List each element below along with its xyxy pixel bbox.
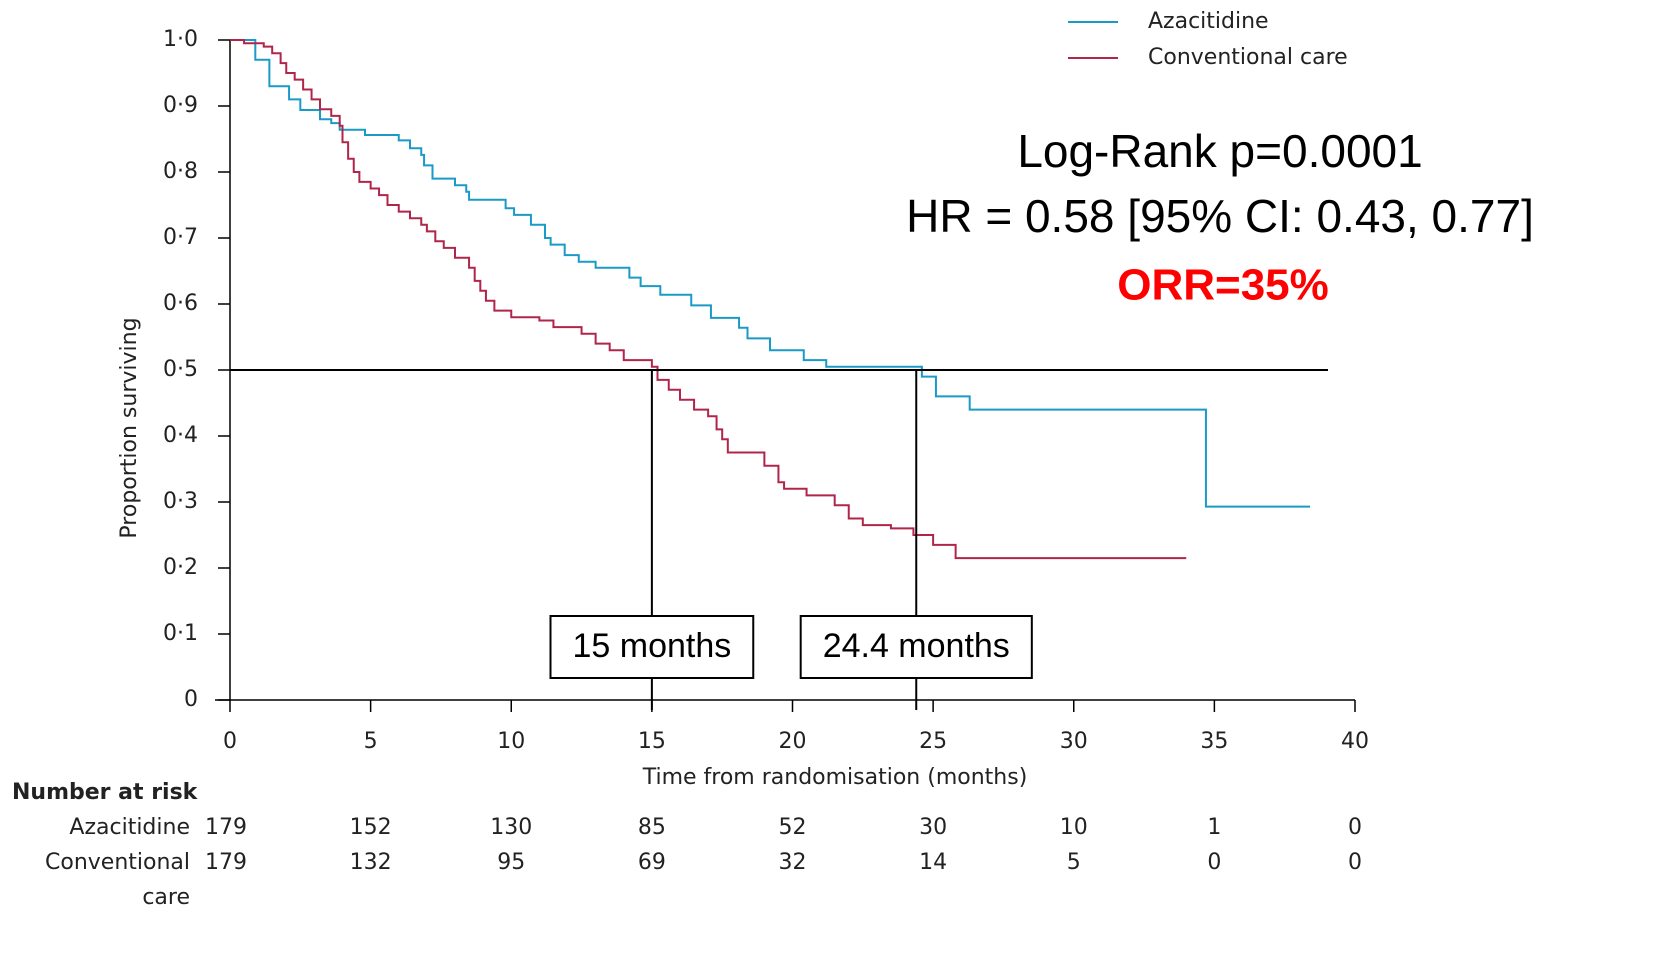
legend-label: Conventional care bbox=[1148, 45, 1348, 70]
y-tick-label: 0·6 bbox=[163, 291, 198, 316]
risk-value: 1 bbox=[1207, 815, 1221, 840]
risk-value: 0 bbox=[1348, 850, 1362, 875]
risk-value: 179 bbox=[205, 815, 247, 840]
y-axis-label: Proportion surviving bbox=[117, 317, 142, 538]
y-tick-label: 0·4 bbox=[163, 423, 198, 448]
median-box bbox=[799, 615, 1033, 679]
y-tick-label: 1·0 bbox=[163, 27, 198, 52]
y-tick-label: 0·3 bbox=[163, 489, 198, 514]
annotation: ORR=35% bbox=[1117, 261, 1329, 310]
median-label: 15 months bbox=[572, 627, 731, 665]
risk-table-title: Number at risk bbox=[12, 780, 199, 805]
x-tick-label: 20 bbox=[779, 729, 807, 754]
x-tick-label: 15 bbox=[638, 729, 666, 754]
risk-value: 95 bbox=[497, 850, 525, 875]
risk-row-label: Conventional bbox=[45, 850, 190, 875]
risk-value: 52 bbox=[779, 815, 807, 840]
risk-row-label: care bbox=[142, 885, 190, 910]
y-tick-label: 0·5 bbox=[163, 357, 198, 382]
y-tick-label: 0·1 bbox=[163, 621, 198, 646]
risk-value: 10 bbox=[1060, 815, 1088, 840]
x-axis-label: Time from randomisation (months) bbox=[642, 765, 1028, 790]
risk-value: 5 bbox=[1067, 850, 1081, 875]
risk-value: 152 bbox=[350, 815, 392, 840]
annotation: Log-Rank p=0.0001 bbox=[1017, 125, 1422, 177]
x-tick-label: 10 bbox=[497, 729, 525, 754]
y-tick-label: 0·9 bbox=[163, 93, 198, 118]
risk-value: 0 bbox=[1207, 850, 1221, 875]
survival-curve bbox=[230, 39, 1187, 560]
risk-value: 32 bbox=[779, 850, 807, 875]
y-tick-label: 0·2 bbox=[163, 555, 198, 580]
legend-label: Azacitidine bbox=[1148, 9, 1269, 34]
median-label: 24.4 months bbox=[823, 627, 1010, 665]
risk-row-label: Azacitidine bbox=[69, 815, 190, 840]
risk-value: 179 bbox=[205, 850, 247, 875]
survival-curve bbox=[230, 39, 1310, 508]
x-tick-label: 25 bbox=[919, 729, 947, 754]
risk-value: 130 bbox=[490, 815, 532, 840]
y-tick-label: 0·7 bbox=[163, 225, 198, 250]
median-box bbox=[549, 615, 755, 679]
risk-value: 30 bbox=[919, 815, 947, 840]
y-tick-label: 0 bbox=[184, 687, 198, 712]
risk-value: 85 bbox=[638, 815, 666, 840]
annotation: HR = 0.58 [95% CI: 0.43, 0.77] bbox=[906, 190, 1534, 242]
risk-value: 0 bbox=[1348, 815, 1362, 840]
risk-value: 14 bbox=[919, 850, 947, 875]
risk-value: 69 bbox=[638, 850, 666, 875]
x-tick-label: 5 bbox=[364, 729, 378, 754]
y-tick-label: 0·8 bbox=[163, 159, 198, 184]
x-tick-label: 35 bbox=[1200, 729, 1228, 754]
risk-value: 132 bbox=[350, 850, 392, 875]
x-tick-label: 30 bbox=[1060, 729, 1088, 754]
x-tick-label: 40 bbox=[1341, 729, 1369, 754]
x-tick-label: 0 bbox=[223, 729, 237, 754]
